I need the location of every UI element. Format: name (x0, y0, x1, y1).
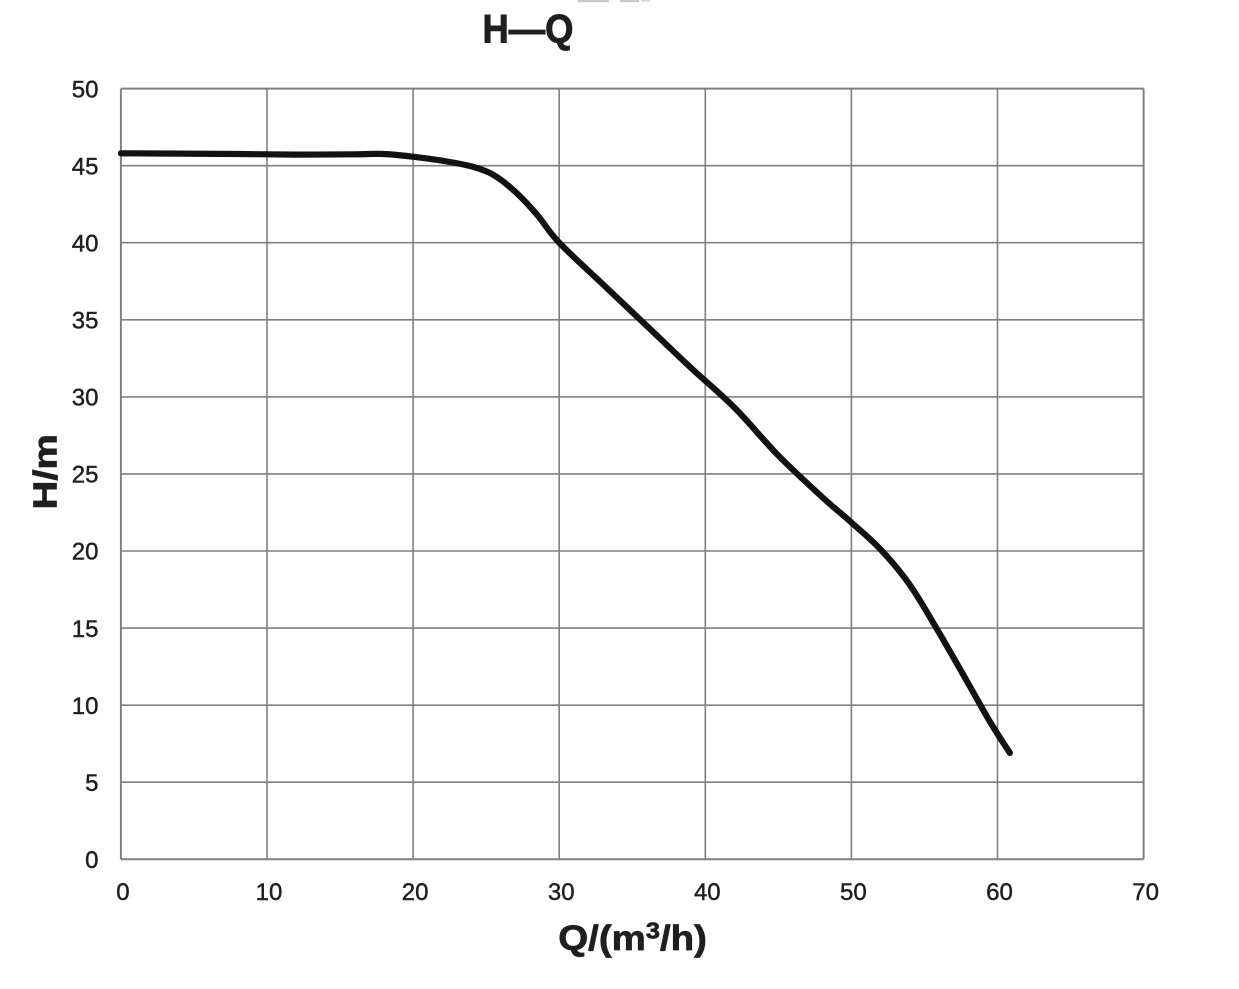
svg-text:0: 0 (116, 879, 129, 906)
svg-text:50: 50 (72, 76, 99, 103)
svg-text:H/m: H/m (27, 434, 64, 509)
svg-text:30: 30 (548, 879, 575, 906)
svg-text:0: 0 (85, 847, 98, 874)
svg-text:Q/(m3/h): Q/(m3/h) (558, 918, 707, 957)
svg-text:45: 45 (72, 153, 99, 180)
svg-text:10: 10 (256, 879, 283, 906)
svg-text:25: 25 (72, 462, 99, 489)
svg-text:40: 40 (72, 230, 99, 257)
svg-text:20: 20 (402, 879, 429, 906)
svg-text:60: 60 (986, 879, 1013, 906)
svg-text:70: 70 (1132, 879, 1159, 906)
svg-text:10: 10 (72, 693, 99, 720)
svg-text:40: 40 (694, 879, 721, 906)
svg-text:30: 30 (72, 385, 99, 412)
svg-text:15: 15 (72, 616, 99, 643)
svg-text:35: 35 (72, 308, 99, 335)
svg-text:50: 50 (840, 879, 867, 906)
svg-text:5: 5 (85, 770, 98, 797)
svg-text:20: 20 (72, 539, 99, 566)
svg-text:H—Q: H—Q (483, 7, 574, 52)
